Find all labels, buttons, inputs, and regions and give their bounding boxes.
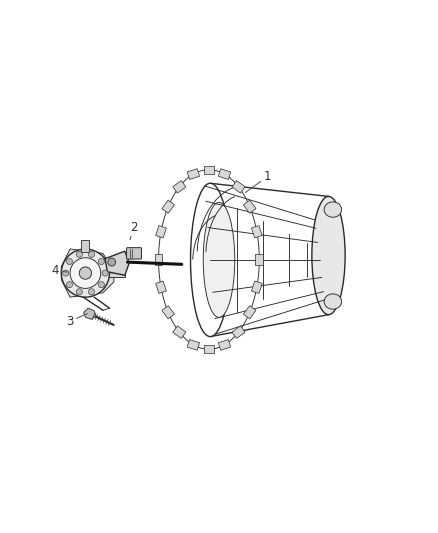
- Polygon shape: [244, 306, 256, 319]
- Polygon shape: [173, 326, 186, 338]
- Circle shape: [67, 259, 73, 264]
- Polygon shape: [84, 308, 96, 319]
- Circle shape: [61, 249, 110, 297]
- Polygon shape: [101, 269, 125, 278]
- Polygon shape: [61, 249, 114, 297]
- Circle shape: [76, 251, 82, 257]
- Circle shape: [70, 258, 101, 288]
- Polygon shape: [210, 183, 328, 336]
- Polygon shape: [218, 169, 231, 180]
- Polygon shape: [232, 181, 245, 193]
- Polygon shape: [232, 326, 245, 338]
- Polygon shape: [173, 181, 186, 193]
- Circle shape: [76, 289, 82, 295]
- Polygon shape: [105, 251, 129, 275]
- Polygon shape: [251, 281, 262, 294]
- Circle shape: [102, 270, 108, 276]
- Ellipse shape: [324, 202, 342, 217]
- Polygon shape: [255, 254, 263, 265]
- Polygon shape: [204, 345, 214, 353]
- Circle shape: [98, 281, 104, 288]
- Circle shape: [98, 259, 104, 264]
- Circle shape: [63, 270, 69, 276]
- Circle shape: [67, 281, 73, 288]
- Circle shape: [108, 258, 116, 266]
- Polygon shape: [155, 281, 166, 294]
- Polygon shape: [155, 254, 162, 265]
- Text: 3: 3: [67, 313, 87, 328]
- Polygon shape: [204, 166, 214, 174]
- Polygon shape: [187, 340, 200, 350]
- Polygon shape: [162, 200, 174, 213]
- Polygon shape: [244, 200, 256, 213]
- Circle shape: [79, 267, 92, 279]
- Circle shape: [88, 289, 95, 295]
- Polygon shape: [187, 169, 200, 180]
- Polygon shape: [251, 225, 262, 238]
- Polygon shape: [155, 225, 166, 238]
- Polygon shape: [162, 306, 174, 319]
- Polygon shape: [218, 340, 231, 350]
- FancyBboxPatch shape: [127, 248, 141, 259]
- Text: 4: 4: [51, 264, 67, 277]
- Ellipse shape: [191, 183, 230, 336]
- Ellipse shape: [324, 294, 342, 309]
- Text: 2: 2: [130, 221, 138, 240]
- FancyBboxPatch shape: [81, 240, 89, 252]
- Ellipse shape: [312, 197, 345, 314]
- Circle shape: [88, 251, 95, 257]
- Ellipse shape: [203, 203, 235, 318]
- Text: 1: 1: [245, 170, 271, 192]
